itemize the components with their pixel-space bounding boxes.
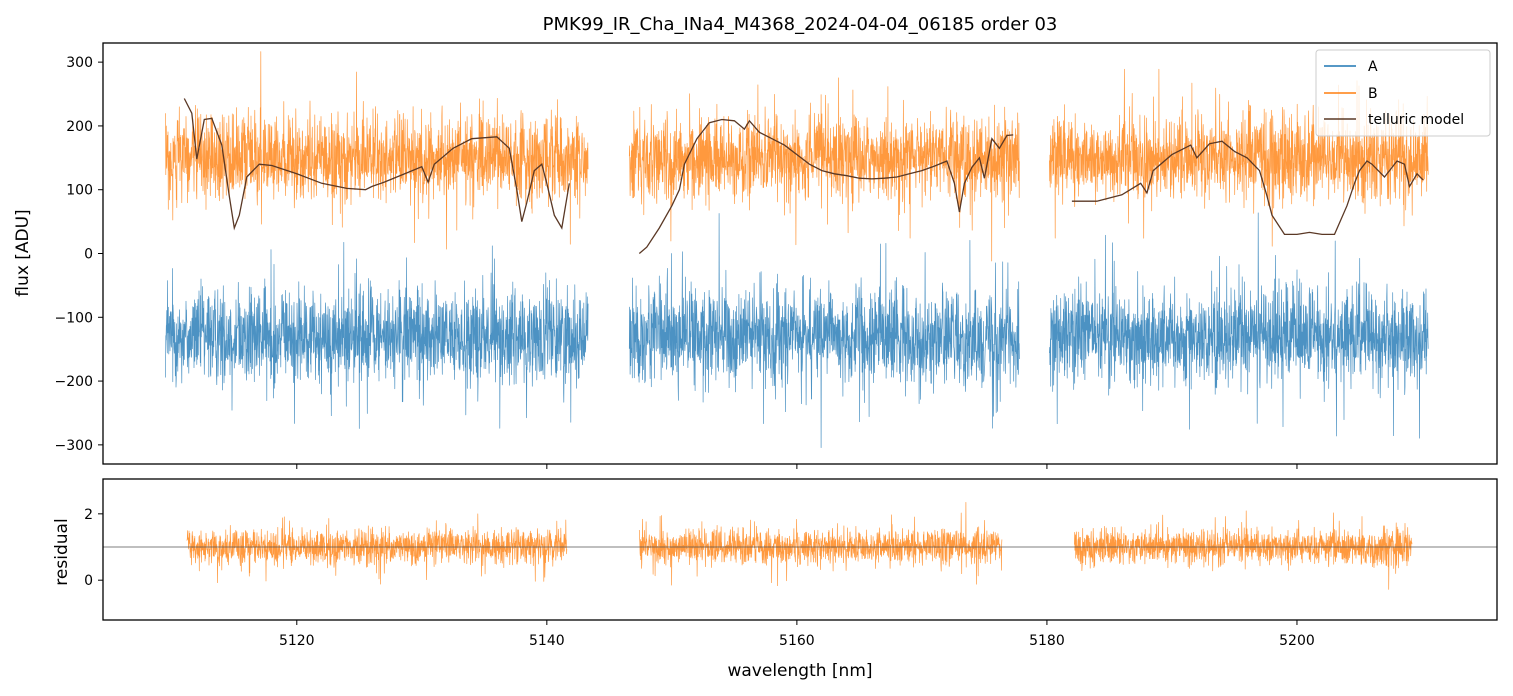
bottom-y-tick-label: 2 [84,507,93,523]
legend-label-a: A [1368,59,1378,75]
top-panel: 300 200 100 0 −100 −200 −300 flux [ADU] A B te… [13,42,1498,469]
residual-line-segment-1 [186,513,568,585]
bottom-panel: 20 5120 5140 5160 5180 5200 residual wavelen… [52,478,1498,681]
top-plot-area [165,51,1429,448]
series-a-line-segment-1 [165,241,589,429]
top-y-tick-label: 0 [84,247,93,263]
telluric-model-line-1 [183,98,570,231]
series-a-line-segment-2 [628,213,1020,448]
series-b-line-segment-1 [165,51,589,250]
top-y-axis-label: flux [ADU] [13,209,33,296]
residual-line-segment-3 [1074,510,1413,590]
legend-label-telluric: telluric model [1368,112,1464,128]
residual-line-segment-2 [638,502,1003,587]
bottom-plot-area [103,502,1497,590]
x-tick-label: 5120 [279,633,315,649]
bottom-y-axis: 20 [84,507,103,589]
legend-label-b: B [1368,86,1378,102]
chart-title: PMK99_IR_Cha_INa4_M4368_2024-04-04_06185… [543,14,1058,35]
bottom-y-tick-label: 0 [84,573,93,589]
bottom-axes-frame [102,478,1498,621]
x-tick-label: 5140 [529,633,565,649]
top-y-tick-label: 200 [66,119,93,135]
x-tick-label: 5200 [1279,633,1315,649]
legend: A B telluric model [1315,49,1491,137]
legend-box [1315,49,1491,137]
top-y-tick-label: −100 [55,310,93,326]
telluric-model-line-3 [1071,140,1424,236]
top-y-tick-label: 300 [66,55,93,71]
top-axes-frame [102,42,1498,465]
top-y-tick-label: −300 [55,438,93,454]
series-a-line-segment-3 [1049,212,1429,439]
series-b-line-segment-2 [628,77,1020,262]
top-y-tick-label: −200 [55,374,93,390]
top-y-tick-label: 100 [66,183,93,199]
x-tick-label: 5180 [1029,633,1065,649]
x-tick-label: 5160 [779,633,815,649]
x-axis-label: wavelength [nm] [727,661,872,681]
bottom-x-axis: 5120 5140 5160 5180 5200 [279,620,1315,649]
top-y-axis: 300 200 100 0 −100 −200 −300 [55,55,103,454]
series-b-line-segment-3 [1049,68,1429,247]
telluric-model-line-2 [638,118,1014,254]
bottom-y-axis-label: residual [52,518,72,585]
top-x-axis [296,464,1298,469]
